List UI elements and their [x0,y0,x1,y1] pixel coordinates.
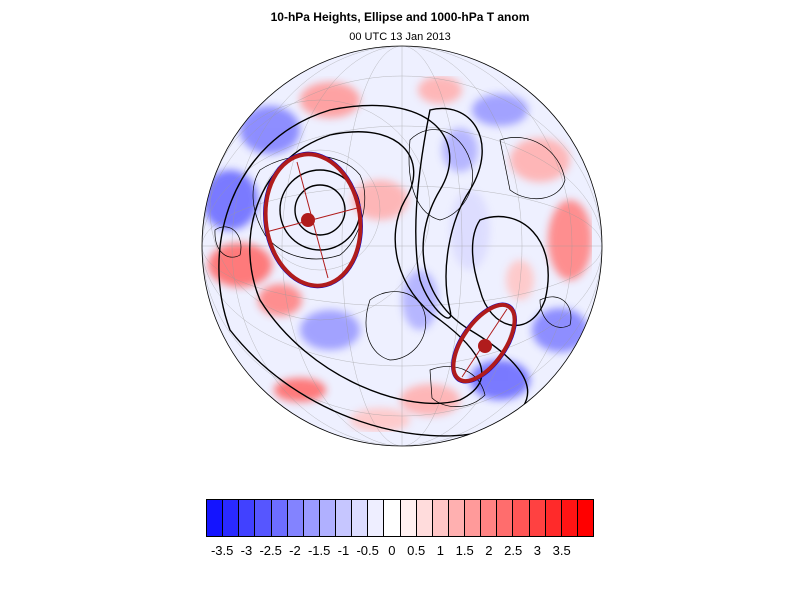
globe-outline [201,45,603,447]
colorbar-box [529,500,546,536]
colorbar-box [513,500,530,536]
colorbar-tick-label: -2.5 [259,543,282,558]
colorbar-box [400,500,417,536]
colorbar-tick-label: 2.5 [504,543,523,558]
colorbar-tick-label: -2 [289,543,301,558]
colorbar-box [368,500,385,536]
colorbar-labels: -3.5 -3 -2.5 -2 -1.5 -1 -0.5 0 0.5 1 1.5 2 2.5 3 3.5 [0,543,800,563]
colorbar-box [432,500,449,536]
vortex-ellipse-secondary [451,302,517,384]
vortex-center-main [301,213,315,227]
vortex-center-secondary [478,339,492,353]
colorbar-tick-label: 0.5 [407,543,426,558]
colorbar-tick-label: -1.5 [307,543,331,558]
colorbar-tick-label: -1 [337,543,350,558]
colorbar-box [384,500,401,536]
temperature-anomaly-field [202,76,592,432]
height-contours [218,104,549,437]
colorbar-box [255,500,272,536]
colorbar-box [223,500,240,536]
colorbar-box [303,500,320,536]
colorbar-box [271,500,288,536]
graticule [202,46,602,446]
colorbar-box [545,500,562,536]
colorbar [206,499,594,537]
colorbar-box [319,500,336,536]
colorbar-tick-label: -0.5 [356,543,379,558]
colorbar-box [561,500,578,536]
colorbar-box [465,500,482,536]
colorbar-tick-label: -3 [240,543,253,558]
colorbar-box [497,500,514,536]
colorbar-box [336,500,353,536]
colorbar-tick-label: 1 [436,543,445,558]
colorbar-tick-label: 1.5 [455,543,474,558]
colorbar-box [207,500,224,536]
colorbar-tick-label: 3 [533,543,542,558]
map-title: 10-hPa Heights, Ellipse and 1000-hPa T a… [270,10,530,24]
colorbar-tick-label: 2 [485,543,493,558]
colorbar-box [416,500,433,536]
colorbar-tick-label: 3.5 [552,543,571,558]
colorbar-box [352,500,369,536]
colorbar-box [448,500,465,536]
colorbar-tick-label: 0 [388,543,396,558]
colorbar-box [577,500,593,536]
vortex-ellipse-main [263,151,363,289]
colorbar-tick-label: -3.5 [210,543,234,558]
map-subtitle: 00 UTC 13 Jan 2013 [349,31,451,43]
colorbar-box [287,500,304,536]
colorbar-box [239,500,256,536]
colorbar-box [481,500,498,536]
